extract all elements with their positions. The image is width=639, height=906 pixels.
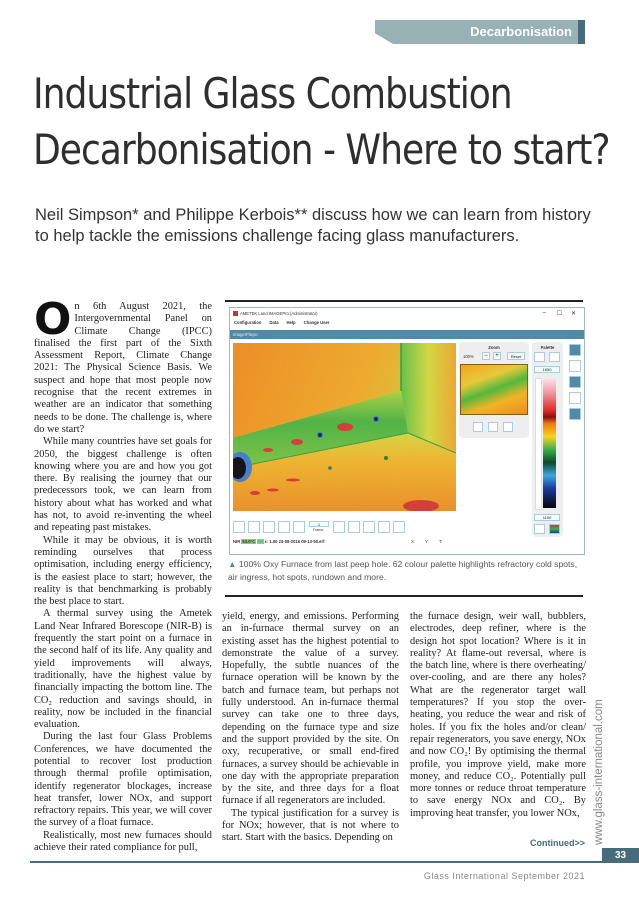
- palette-max-input[interactable]: 1650: [534, 366, 560, 373]
- section-tab: Decarbonisation: [375, 20, 578, 44]
- export-button[interactable]: [363, 521, 375, 533]
- window-title: AMETEK Land IMAGEPro (Administrator): [240, 311, 318, 316]
- toolbar-button[interactable]: [569, 392, 581, 404]
- divider: [225, 300, 583, 302]
- menu-data[interactable]: Data: [269, 320, 279, 325]
- compare-button[interactable]: [378, 521, 390, 533]
- prev-frame-button[interactable]: [293, 521, 305, 533]
- palette-select-button[interactable]: [549, 524, 560, 534]
- page-number: 33: [602, 848, 639, 863]
- toolbar-button[interactable]: [569, 408, 581, 420]
- app-icon: [233, 311, 238, 316]
- status-bar: NIR 53.0°C --- ε: 1.00 24-08-2016 09-13-…: [233, 539, 443, 544]
- menu-change-user[interactable]: Change User: [303, 320, 330, 325]
- footer-rule: [30, 861, 602, 863]
- thermal-image: [233, 343, 456, 511]
- section-label: Decarbonisation: [470, 24, 572, 39]
- zoom-in-button[interactable]: +: [493, 352, 501, 360]
- temperature-readout: 53.0°C: [241, 539, 257, 544]
- zoom-tool-button[interactable]: [473, 422, 483, 432]
- menu-bar: Configuration Data Help Change User: [230, 320, 584, 330]
- sort-icon[interactable]: [534, 524, 545, 534]
- toolbar-button[interactable]: [569, 344, 581, 356]
- palette-slider[interactable]: [535, 378, 542, 510]
- window-titlebar: AMETEK Land IMAGEPro (Administrator) – ☐…: [230, 308, 584, 320]
- menu-configuration[interactable]: Configuration: [234, 320, 262, 325]
- toolbar-button[interactable]: [569, 376, 581, 388]
- triangle-up-icon: ▲: [228, 559, 237, 569]
- zoom-tool-button[interactable]: [488, 422, 498, 432]
- zoom-preview: [460, 364, 528, 415]
- palette-colorbar: [543, 378, 556, 508]
- column-3: the furnace design, weir wall, bubblers,…: [410, 611, 586, 819]
- website-url: www.glass-international.com: [593, 699, 605, 845]
- play-button[interactable]: [248, 521, 260, 533]
- maximize-icon[interactable]: ☐: [556, 311, 562, 317]
- zoom-tool-button[interactable]: [503, 422, 513, 432]
- palette-panel: Palette 1650 1100: [532, 342, 563, 537]
- zoom-reset-button[interactable]: Reset: [507, 352, 525, 360]
- last-frame-button[interactable]: [348, 521, 360, 533]
- continued-label: Continued>>: [529, 838, 585, 848]
- column-2: yield, energy, and emissions. Performing…: [222, 611, 399, 844]
- frame-input[interactable]: 1: [309, 521, 329, 527]
- menu-help[interactable]: Help: [286, 320, 296, 325]
- imager-player-header: ImagerPlayer: [230, 330, 584, 339]
- divider: [225, 595, 583, 597]
- zoom-out-button[interactable]: −: [482, 352, 490, 360]
- palette-print-button[interactable]: [534, 352, 545, 362]
- zoom-panel: Zoom 100% − + Reset: [459, 342, 529, 438]
- publication-footer: Glass International September 2021: [423, 871, 585, 881]
- zoom-level: 100%: [463, 354, 474, 359]
- first-frame-button[interactable]: [278, 521, 290, 533]
- drop-cap: O: [34, 294, 72, 345]
- close-icon[interactable]: ✕: [570, 311, 576, 317]
- record-button[interactable]: [233, 521, 245, 533]
- next-frame-button[interactable]: [333, 521, 345, 533]
- section-strip: [578, 20, 585, 44]
- figure-caption: ▲ 100% Oxy Furnace from last peep hole. …: [228, 559, 578, 582]
- toolbar-button[interactable]: [569, 360, 581, 372]
- toolbar-button[interactable]: [569, 424, 581, 436]
- playback-controls: 1 Frame: [233, 521, 533, 534]
- palette-export-button[interactable]: [549, 352, 560, 362]
- article-standfirst: Neil Simpson* and Philippe Kerbois** dis…: [35, 206, 591, 245]
- settings-icon[interactable]: [393, 521, 405, 533]
- article-title: Industrial Glass Combustion Decarbonisati…: [33, 69, 611, 174]
- software-screenshot: AMETEK Land IMAGEPro (Administrator) – ☐…: [229, 307, 585, 555]
- timer-button[interactable]: [263, 521, 275, 533]
- minimize-icon[interactable]: –: [542, 310, 546, 316]
- palette-min-input[interactable]: 1100: [534, 514, 560, 521]
